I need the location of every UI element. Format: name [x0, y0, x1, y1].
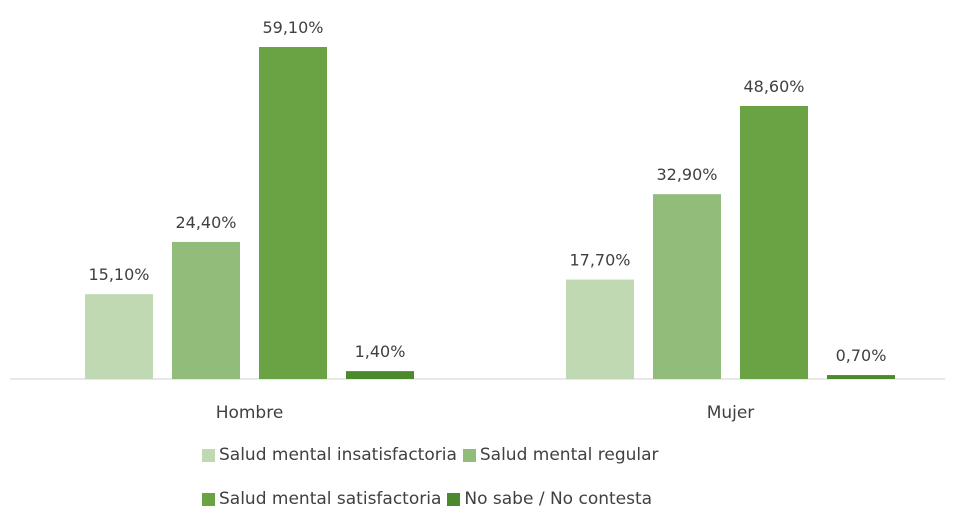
bar-hombre-0: [85, 294, 153, 379]
legend-row: Salud mental insatisfactoria Salud mental…: [202, 445, 665, 465]
legend-item: Salud mental insatisfactoria: [202, 445, 457, 465]
bar-hombre-2: [259, 47, 327, 379]
legend-row: Salud mental satisfactoria No sabe / No c…: [202, 489, 658, 509]
data-label: 48,60%: [743, 77, 804, 96]
bar-mujer-2: [740, 105, 808, 379]
legend-swatch: [462, 448, 476, 462]
data-label: 0,70%: [836, 346, 887, 365]
data-label: 1,40%: [355, 342, 406, 361]
data-label: 32,90%: [656, 165, 717, 184]
data-label: 24,40%: [175, 213, 236, 232]
bar-mujer-3: [827, 375, 895, 379]
legend-label: Salud mental satisfactoria: [219, 489, 442, 509]
legend-item: Salud mental satisfactoria: [202, 489, 441, 509]
category-label-mujer: Mujer: [707, 403, 755, 423]
bar-hombre-3: [346, 371, 414, 379]
legend-swatch: [447, 492, 461, 506]
legend-label: No sabe / No contesta: [464, 489, 653, 509]
legend-label: Salud mental regular: [479, 445, 659, 465]
legend-item: No sabe / No contesta: [447, 489, 652, 509]
legend-label: Salud mental insatisfactoria: [219, 445, 457, 465]
data-label: 17,70%: [569, 251, 630, 270]
legend-swatch: [202, 448, 215, 462]
bar-mujer-1: [653, 194, 721, 379]
legend-item: Salud mental regular: [462, 445, 659, 465]
bar-hombre-1: [172, 241, 240, 379]
bar-mujer-0: [566, 279, 634, 379]
data-label: 59,10%: [262, 18, 323, 37]
category-label-hombre: Hombre: [216, 403, 284, 423]
data-label: 15,10%: [88, 265, 149, 284]
legend-swatch: [202, 492, 215, 506]
